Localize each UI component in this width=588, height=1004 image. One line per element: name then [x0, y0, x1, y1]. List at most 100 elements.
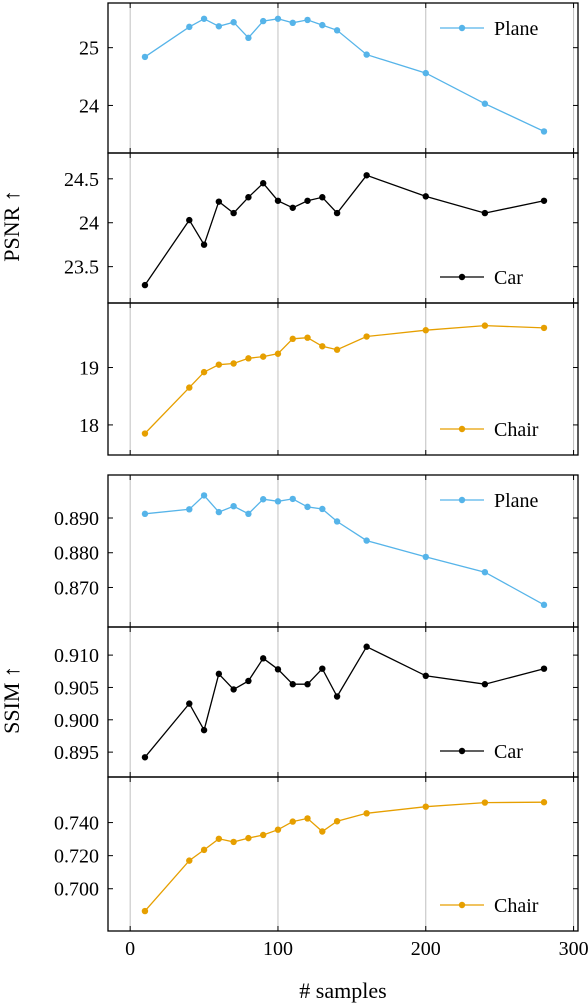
legend-marker: [458, 425, 466, 433]
data-point: [259, 180, 267, 187]
data-point: [333, 518, 341, 525]
data-point: [319, 828, 326, 835]
data-point: [422, 327, 429, 334]
x-tick-label: 100: [263, 938, 293, 960]
data-point: [186, 700, 193, 707]
y-tick-label: 18: [79, 415, 99, 437]
data-point: [259, 496, 267, 503]
data-point: [481, 100, 489, 107]
y-tick-label: 24.5: [64, 169, 99, 191]
data-point: [304, 503, 311, 511]
data-point: [186, 384, 193, 391]
data-point: [289, 19, 296, 27]
legend-label: Plane: [494, 490, 539, 512]
panel-ssim-car: 0.895 0.900 0.905 0.910 Car: [54, 626, 579, 778]
data-point: [274, 498, 282, 505]
series-line-chair: [144, 801, 545, 912]
data-point: [481, 322, 489, 329]
data-point: [230, 502, 237, 510]
legend: Car: [440, 741, 523, 763]
data-point: [319, 505, 326, 513]
data-point: [141, 281, 149, 289]
data-point: [304, 16, 311, 24]
legend: Car: [440, 267, 523, 289]
data-point: [481, 568, 489, 576]
legend-label: Plane: [494, 18, 539, 40]
data-point: [230, 686, 237, 693]
data-point: [363, 51, 370, 58]
data-point: [422, 803, 429, 810]
y-tick-label: 23.5: [64, 257, 99, 279]
data-point: [186, 506, 193, 513]
data-point: [259, 17, 267, 25]
data-point: [200, 15, 208, 22]
data-point: [245, 510, 252, 518]
data-point: [289, 495, 296, 503]
data-point: [200, 726, 208, 734]
ssim-axis-title: SSIM ↑: [0, 666, 24, 734]
panel-psnr-chair: 18 19 Chair: [79, 302, 579, 456]
data-point: [363, 172, 370, 179]
y-tick-label: 0.870: [54, 577, 99, 599]
data-point: [141, 510, 149, 518]
chart-panels: 24 25 Plane 23.5 24 24.5 Car 18 19 Chair 0.870 0.88…: [54, 2, 579, 932]
data-point: [141, 907, 149, 915]
legend-marker: [458, 496, 466, 504]
data-point: [540, 128, 548, 135]
data-point: [230, 360, 237, 367]
data-point: [274, 15, 282, 22]
data-point: [245, 194, 252, 201]
y-tick-label: 0.720: [54, 846, 99, 868]
data-point: [363, 537, 370, 544]
y-tick-label: 0.895: [54, 742, 99, 764]
data-point: [304, 681, 311, 688]
series-line-car: [144, 645, 545, 758]
y-tick-label: 0.740: [54, 813, 99, 835]
data-point: [333, 209, 341, 217]
x-axis: 0 100 200 300: [125, 938, 588, 960]
y-tick-label: 24: [79, 213, 99, 235]
data-point: [481, 209, 489, 217]
legend-label: Car: [494, 267, 523, 289]
legend-marker: [458, 24, 466, 32]
legend-marker: [458, 901, 466, 909]
legend: Chair: [440, 895, 539, 917]
panel-psnr-plane: 24 25 Plane: [79, 2, 579, 154]
panel-ssim-chair: 0.700 0.720 0.740 Chair: [54, 776, 579, 932]
data-point: [141, 430, 149, 437]
data-point: [259, 655, 267, 662]
data-point: [289, 818, 296, 825]
data-point: [186, 216, 193, 224]
y-tick-label: 0.910: [54, 645, 99, 667]
data-point: [540, 665, 548, 672]
data-point: [422, 553, 429, 561]
data-point: [186, 857, 193, 864]
legend-label: Chair: [494, 895, 539, 917]
legend-label: Car: [494, 741, 523, 763]
data-point: [230, 209, 237, 217]
panel-frame: [107, 776, 579, 932]
data-point: [245, 355, 252, 362]
data-point: [289, 204, 296, 211]
y-tick-label: 19: [79, 358, 99, 380]
data-point: [304, 815, 311, 822]
data-point: [304, 197, 311, 204]
data-point: [422, 672, 429, 680]
y-tick-label: 24: [79, 95, 99, 117]
series-line-car: [144, 174, 545, 286]
data-point: [215, 835, 223, 842]
data-point: [215, 198, 223, 205]
data-point: [245, 834, 252, 842]
data-point: [540, 324, 548, 332]
data-point: [422, 69, 429, 77]
data-point: [333, 27, 341, 34]
data-point: [245, 677, 252, 685]
data-point: [422, 193, 429, 200]
legend: Plane: [440, 490, 539, 512]
data-point: [363, 333, 370, 340]
data-point: [289, 335, 296, 343]
data-point: [274, 350, 282, 357]
y-tick-label: 0.700: [54, 879, 99, 901]
data-point: [215, 670, 223, 678]
